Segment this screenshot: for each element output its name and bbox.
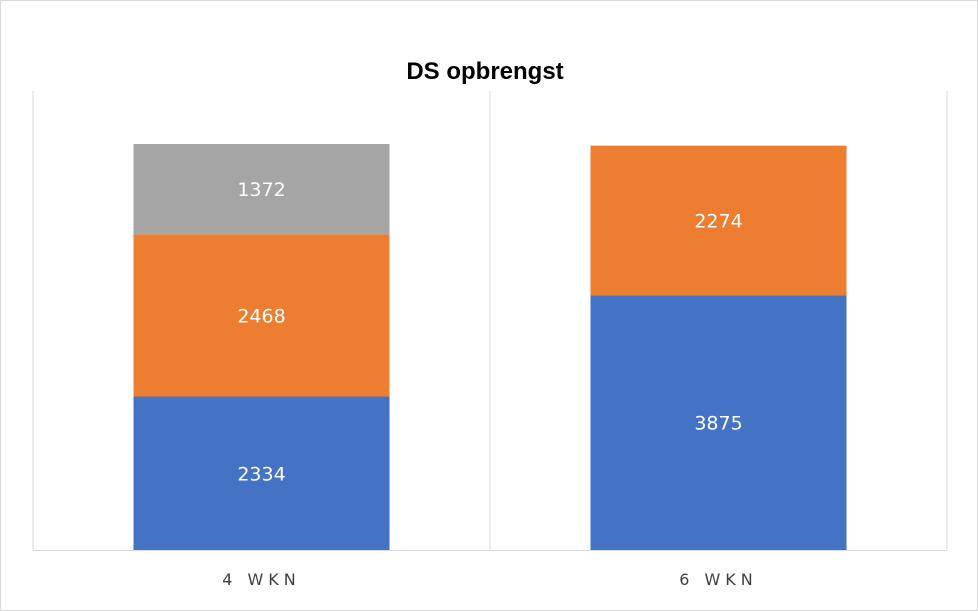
bar-segment-2-1 xyxy=(590,295,847,550)
data-label: 2274 xyxy=(694,210,742,232)
bar-segment-1-1 xyxy=(133,396,390,550)
chart-title: DS opbrengst xyxy=(406,58,563,85)
bar-segment-1-2 xyxy=(133,234,390,397)
data-label: 2334 xyxy=(237,463,285,485)
bar-segment-1-3 xyxy=(133,144,390,235)
plot-area: 2334 2468 1372 4 WKN 3875 2274 6 WKN xyxy=(32,91,948,589)
bar-segment-2-2 xyxy=(590,145,847,296)
x-tick-label: 4 WKN xyxy=(222,570,301,589)
x-tick-label: 6 WKN xyxy=(679,570,758,589)
data-label: 1372 xyxy=(237,179,285,201)
data-label: 2468 xyxy=(237,305,285,327)
data-label: 3875 xyxy=(694,413,742,435)
